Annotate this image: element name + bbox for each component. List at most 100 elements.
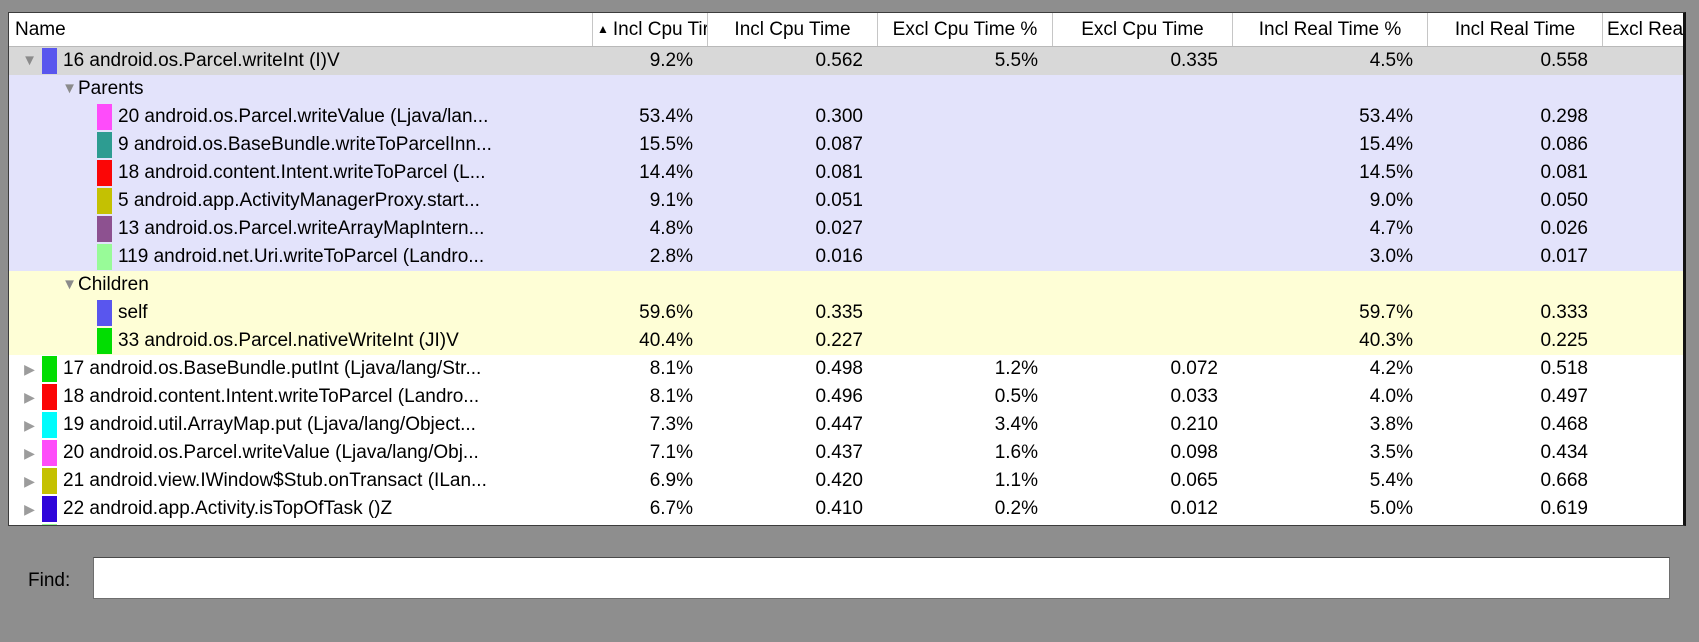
value-cell-excl_cpu_pct — [877, 75, 1052, 103]
method-row[interactable]: ▶ 19 android.util.ArrayMap.put (Ljava/lan… — [9, 411, 1683, 439]
value-cell-incl_cpu: 0.420 — [815, 470, 863, 491]
value-cell-excl_real — [1602, 47, 1683, 75]
method-name: 19 android.util.ArrayMap.put (Ljava/lang… — [63, 414, 476, 435]
group-row[interactable]: ▼ Parents — [9, 75, 1683, 103]
value-cell-incl_real_pct: 5.4% — [1369, 470, 1413, 491]
method-name: 17 android.os.BaseBundle.putInt (Ljava/l… — [63, 358, 482, 379]
value-cell-excl_real — [1602, 103, 1683, 131]
value-cell-incl_cpu: 0.227 — [815, 330, 863, 351]
value-cell-incl_real: 0.086 — [1540, 134, 1588, 155]
value-cell-incl_cpu_pct: 7.3% — [649, 414, 693, 435]
expand-triangle-icon[interactable]: ▶ — [24, 417, 35, 433]
value-cell-excl_real — [1602, 159, 1683, 187]
value-cell-incl_real_pct: 9.0% — [1369, 190, 1413, 211]
name-cell: 13 android.os.Parcel.writeArrayMapIntern… — [9, 215, 592, 243]
column-header-excl_cpu[interactable]: Excl Cpu Time — [1052, 13, 1232, 46]
value-cell-excl_cpu_pct: 3.4% — [994, 414, 1038, 435]
value-cell-excl_real — [1602, 215, 1683, 243]
column-header-excl_real[interactable]: Excl Real — [1602, 13, 1683, 46]
expand-triangle-icon[interactable]: ▶ — [24, 389, 35, 405]
column-header-incl_cpu_pct[interactable]: ▲ Incl Cpu Tir — [592, 13, 707, 46]
value-cell-excl_cpu_pct: 1.6% — [994, 442, 1038, 463]
value-cell-incl_cpu_pct — [592, 271, 707, 299]
column-header-excl_cpu_pct[interactable]: Excl Cpu Time % — [877, 13, 1052, 46]
value-cell-incl_real_pct: 4.5% — [1369, 50, 1413, 71]
method-row[interactable]: 119 android.net.Uri.writeToParcel (Landr… — [9, 243, 1683, 271]
method-row[interactable]: ▼ 16 android.os.Parcel.writeInt (I)V 9.2% 0… — [9, 47, 1683, 75]
method-row[interactable]: 9 android.os.BaseBundle.writeToParcelInn… — [9, 131, 1683, 159]
method-row[interactable]: ▶ 17 android.os.BaseBundle.putInt (Ljava/… — [9, 355, 1683, 383]
value-cell-excl_real — [1602, 439, 1683, 467]
group-row[interactable]: ▼ Children — [9, 271, 1683, 299]
value-cell-excl_real — [1602, 187, 1683, 215]
value-cell-excl_real — [1602, 131, 1683, 159]
value-cell-excl_real — [1602, 327, 1683, 355]
method-row[interactable]: ▶ 18 android.content.Intent.writeToParcel… — [9, 383, 1683, 411]
value-cell-incl_cpu: 0.498 — [815, 358, 863, 379]
method-row[interactable]: 20 android.os.Parcel.writeValue (Ljava/l… — [9, 103, 1683, 131]
value-cell-incl_cpu_pct: 53.4% — [639, 106, 693, 127]
value-cell-excl_cpu — [1052, 75, 1232, 103]
value-cell-excl_real — [1602, 75, 1683, 103]
value-cell-incl_cpu_pct: 7.1% — [649, 442, 693, 463]
column-header-name[interactable]: Name — [9, 13, 592, 46]
method-row[interactable]: self 59.6% 0.335 59.7% 0.333 — [9, 299, 1683, 327]
value-cell-incl_cpu_pct: 2.8% — [649, 246, 693, 267]
expand-triangle-icon[interactable]: ▶ — [24, 361, 35, 377]
value-cell-excl_cpu: 0.072 — [1170, 358, 1218, 379]
value-cell-incl_real: 0.026 — [1540, 218, 1588, 239]
value-cell-incl_real: 0.225 — [1540, 330, 1588, 351]
name-cell: ▶ 19 android.util.ArrayMap.put (Ljava/lan… — [9, 411, 592, 439]
value-cell-incl_real: 0.298 — [1540, 106, 1588, 127]
value-cell-incl_cpu_pct: 15.5% — [639, 134, 693, 155]
profiler-table-panel: Name ▲ Incl Cpu Tir Incl Cpu Time Excl Cpu T… — [8, 12, 1686, 526]
sort-ascending-icon: ▲ — [597, 22, 609, 36]
value-cell-excl_cpu_pct — [877, 271, 1052, 299]
method-name: 119 android.net.Uri.writeToParcel (Landr… — [118, 246, 485, 267]
value-cell-incl_cpu_pct — [592, 75, 707, 103]
method-row[interactable]: ▶ 22 android.app.Activity.isTopOfTask ()Z… — [9, 495, 1683, 523]
value-cell-incl_real_pct: 3.5% — [1369, 442, 1413, 463]
method-row[interactable]: 13 android.os.Parcel.writeArrayMapIntern… — [9, 215, 1683, 243]
value-cell-excl_cpu: 0.065 — [1170, 470, 1218, 491]
method-row[interactable]: 5 android.app.ActivityManagerProxy.start… — [9, 187, 1683, 215]
collapse-triangle-icon[interactable]: ▼ — [62, 276, 77, 293]
value-cell-excl_cpu — [1052, 243, 1232, 271]
method-color-chip — [42, 468, 57, 494]
method-row[interactable]: 33 android.os.Parcel.nativeWriteInt (JI)… — [9, 327, 1683, 355]
method-name: 13 android.os.Parcel.writeArrayMapIntern… — [118, 218, 485, 239]
value-cell-excl_cpu — [1052, 131, 1232, 159]
method-row[interactable]: ▶ — [9, 523, 1683, 525]
name-cell: ▶ 17 android.os.BaseBundle.putInt (Ljava/… — [9, 355, 592, 383]
column-header-incl_cpu[interactable]: Incl Cpu Time — [707, 13, 877, 46]
expand-triangle-icon[interactable]: ▶ — [24, 473, 35, 489]
value-cell-excl_cpu_pct — [877, 243, 1052, 271]
collapse-triangle-icon[interactable]: ▼ — [62, 80, 77, 97]
value-cell-excl_cpu: 0.033 — [1170, 386, 1218, 407]
collapse-triangle-icon[interactable]: ▼ — [22, 52, 37, 69]
method-row[interactable]: 18 android.content.Intent.writeToParcel … — [9, 159, 1683, 187]
value-cell-incl_real_pct: 4.7% — [1369, 218, 1413, 239]
expand-triangle-icon[interactable]: ▶ — [24, 445, 35, 461]
value-cell-excl_cpu_pct — [877, 131, 1052, 159]
value-cell-incl_real_pct — [1232, 271, 1427, 299]
value-cell-incl_cpu_pct: 8.1% — [649, 386, 693, 407]
value-cell-excl_cpu: 0.012 — [1170, 498, 1218, 519]
value-cell-incl_real_pct: 4.2% — [1369, 358, 1413, 379]
value-cell-incl_real: 0.434 — [1540, 442, 1588, 463]
value-cell-incl_real — [1427, 75, 1602, 103]
find-input[interactable] — [93, 557, 1670, 599]
value-cell-incl_real: 0.081 — [1540, 162, 1588, 183]
value-cell-incl_cpu: 0.335 — [815, 302, 863, 323]
expand-triangle-icon[interactable]: ▶ — [24, 501, 35, 517]
column-header-incl_real_pct[interactable]: Incl Real Time % — [1232, 13, 1427, 46]
value-cell-incl_real_pct: 4.0% — [1369, 386, 1413, 407]
value-cell-incl_cpu: 0.300 — [815, 106, 863, 127]
value-cell-excl_cpu — [1052, 327, 1232, 355]
value-cell-incl_real — [1427, 271, 1602, 299]
method-row[interactable]: ▶ 20 android.os.Parcel.writeValue (Ljava/… — [9, 439, 1683, 467]
column-header-incl_real[interactable]: Incl Real Time — [1427, 13, 1602, 46]
method-row[interactable]: ▶ 21 android.view.IWindow$Stub.onTransact… — [9, 467, 1683, 495]
value-cell-incl_real: 0.050 — [1540, 190, 1588, 211]
value-cell-incl_real_pct: 40.3% — [1359, 330, 1413, 351]
